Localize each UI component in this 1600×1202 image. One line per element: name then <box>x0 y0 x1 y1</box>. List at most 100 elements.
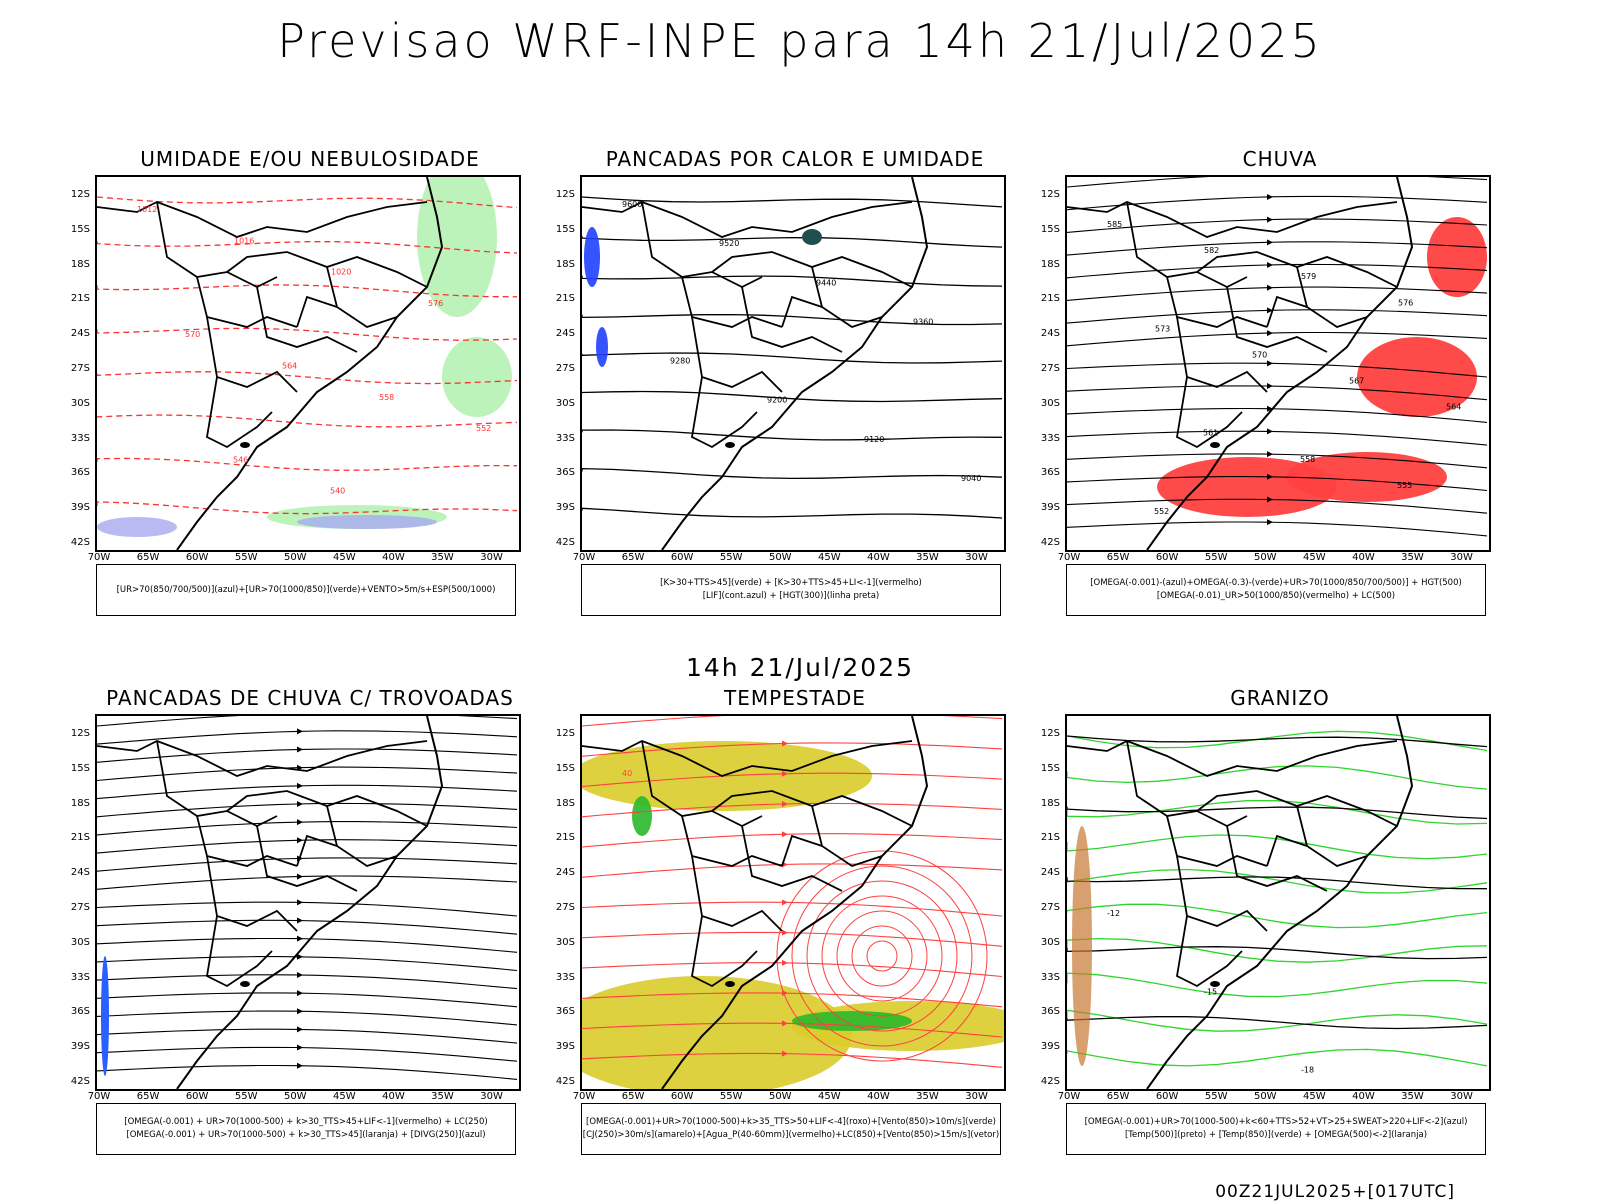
latitude-tick-label: 39S <box>1035 1041 1060 1052</box>
contour-label: 564 <box>1446 403 1461 412</box>
latitude-tick-label: 12S <box>65 189 90 200</box>
legend-line: [OMEGA(-0.001) + UR>70(1000-500) + k>30_… <box>97 1129 515 1142</box>
coastline <box>177 177 442 550</box>
bottom-row-subtitle: 14h 21/Jul/2025 <box>0 653 1600 682</box>
run-timestamp: 00Z21JUL2025+[017UTC] <box>1215 1182 1455 1202</box>
longitude-tick-label: 40W <box>867 1091 890 1102</box>
contour-line <box>97 458 517 470</box>
panel-title: UMIDADE E/OU NEBULOSIDADE <box>70 147 550 171</box>
shaded-area <box>101 956 109 1076</box>
streamline <box>582 716 1002 726</box>
longitude-tick-label: 65W <box>1107 1091 1130 1102</box>
longitude-tick-label: 35W <box>1401 1091 1424 1102</box>
latitude-tick-label: 15S <box>65 224 90 235</box>
shaded-area <box>802 229 822 245</box>
state-border <box>692 916 757 986</box>
longitude-tick-label: 45W <box>333 1091 356 1102</box>
longitude-tick-label: 35W <box>1401 552 1424 563</box>
latitude-tick-label: 39S <box>550 1041 575 1052</box>
contour-label: 552 <box>476 424 491 433</box>
longitude-tick-label: 50W <box>1254 552 1277 563</box>
contour-label: 555 <box>1397 481 1412 490</box>
latitude-tick-label: 33S <box>550 433 575 444</box>
panel-legend: [OMEGA(-0.001)+UR>70(1000-500)+k<60+TTS>… <box>1066 1103 1486 1155</box>
contour-line <box>97 415 517 427</box>
state-border <box>682 277 782 327</box>
contour-label: -15 <box>1204 987 1217 996</box>
latitude-tick-label: 36S <box>65 467 90 478</box>
longitude-tick-label: 45W <box>818 552 841 563</box>
longitude-tick-label: 45W <box>333 552 356 563</box>
contour-label: 561 <box>1203 429 1218 438</box>
lagoon <box>240 442 250 448</box>
shaded-area <box>584 227 600 287</box>
map-drawing: 40 <box>582 716 1004 1089</box>
latitude-tick-label: 18S <box>550 259 575 270</box>
latitude-tick-label: 33S <box>550 972 575 983</box>
state-border <box>207 856 297 931</box>
longitude-tick-label: 65W <box>137 1091 160 1102</box>
latitude-tick-label: 24S <box>65 328 90 339</box>
streamline-arrow <box>782 960 788 966</box>
streamline-arrow <box>297 819 303 825</box>
state-border <box>782 297 822 327</box>
streamline-arrow <box>297 936 303 942</box>
longitude-tick-label: 70W <box>1058 1091 1081 1102</box>
contour-line <box>1067 807 1487 819</box>
latitude-tick-label: 24S <box>550 867 575 878</box>
state-border <box>297 297 337 327</box>
longitude-tick-label: 70W <box>1058 552 1081 563</box>
legend-line: [CJ(250)>30m/s](amarelo)+[Agua_P(40-60mm… <box>582 1129 1000 1142</box>
streamline-arrow <box>1267 330 1273 336</box>
streamline-arrow <box>782 930 788 936</box>
latitude-tick-label: 39S <box>1035 502 1060 513</box>
state-border <box>1177 856 1267 931</box>
state-border <box>682 816 782 866</box>
latitude-tick-label: 18S <box>65 259 90 270</box>
streamline <box>582 932 1002 946</box>
longitude-tick-label: 70W <box>88 552 111 563</box>
contour-label: 576 <box>1398 298 1413 307</box>
latitude-tick-label: 39S <box>65 502 90 513</box>
streamline-arrow <box>1267 383 1273 389</box>
longitude-tick-label: 60W <box>1156 552 1179 563</box>
longitude-tick-label: 40W <box>867 552 890 563</box>
streamline-arrow <box>297 801 303 807</box>
shaded-area <box>97 517 177 537</box>
streamline <box>97 957 517 971</box>
legend-line: [K>30+TTS>45](verde) + [K>30+TTS>45+LI<-… <box>582 577 1000 590</box>
longitude-tick-label: 50W <box>769 552 792 563</box>
latitude-tick-label: 24S <box>1035 328 1060 339</box>
legend-line: [OMEGA(-0.001)+UR>70(1000-500)+k>35_TTS>… <box>582 1116 1000 1129</box>
latitude-tick-label: 42S <box>550 537 575 548</box>
longitude-tick-label: 40W <box>382 552 405 563</box>
streamline <box>97 902 517 916</box>
shaded-area <box>1072 826 1092 1066</box>
contour-line <box>582 392 1002 402</box>
contour-line <box>1067 973 1487 997</box>
latitude-tick-label: 18S <box>1035 798 1060 809</box>
state-border <box>1297 806 1367 866</box>
streamline <box>97 975 517 989</box>
streamline-arrow <box>297 1008 303 1014</box>
streamline-arrow <box>297 972 303 978</box>
contour-label: 9600 <box>622 200 642 209</box>
map-drawing: -12-15-18-21 <box>1067 716 1489 1089</box>
contour-line <box>1067 1049 1487 1066</box>
longitude-tick-label: 45W <box>1303 1091 1326 1102</box>
latitude-tick-label: 15S <box>1035 224 1060 235</box>
contour-label: 40 <box>622 769 632 778</box>
latitude-tick-label: 21S <box>65 832 90 843</box>
longitude-tick-label: 55W <box>1205 552 1228 563</box>
streamline-arrow <box>297 1026 303 1032</box>
panel-legend: [OMEGA(-0.001)-(azul)+OMEGA(-0.3)-(verde… <box>1066 564 1486 616</box>
streamline-arrow <box>1267 239 1273 245</box>
contour-label: -18 <box>1301 1066 1314 1075</box>
streamline <box>97 1029 517 1043</box>
latitude-tick-label: 36S <box>1035 467 1060 478</box>
streamline <box>97 822 517 835</box>
streamline-arrow <box>297 874 303 880</box>
state-border <box>642 202 762 287</box>
latitude-tick-label: 33S <box>65 433 90 444</box>
